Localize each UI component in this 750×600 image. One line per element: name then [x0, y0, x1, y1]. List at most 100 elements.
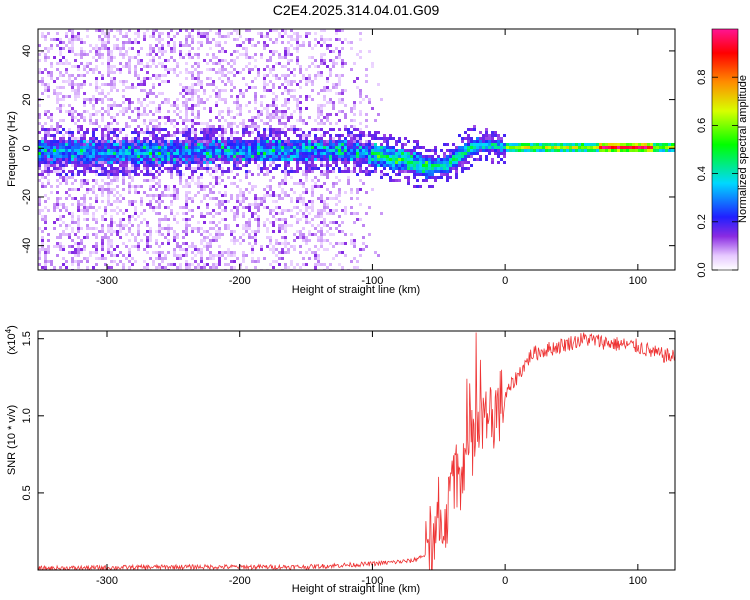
spectrogram-cell [164, 137, 167, 140]
spectrogram-cell [266, 218, 269, 221]
spectrogram-cell [203, 92, 206, 95]
spectrogram-cell [107, 137, 110, 140]
spectrogram-cell [128, 191, 131, 194]
spectrogram-cell [308, 65, 311, 68]
spectrogram-cell [257, 131, 260, 134]
spectrogram-cell [47, 110, 50, 113]
spectrogram-cell [110, 29, 113, 32]
spectrogram-cell [176, 143, 179, 146]
spectrogram-cell [89, 149, 92, 152]
spectrogram-cell [605, 146, 608, 149]
spectrogram-cell [305, 206, 308, 209]
spectrogram-cell [335, 92, 338, 95]
spectrogram-cell [101, 83, 104, 86]
spectrogram-cell [302, 215, 305, 218]
spectrogram-cell [59, 86, 62, 89]
spectrogram-cell [254, 158, 257, 161]
spectrogram-cell [173, 131, 176, 134]
spectrogram-cell [653, 146, 656, 149]
spectrogram-cell [335, 74, 338, 77]
spectrogram-cell [245, 149, 248, 152]
spectrogram-cell [473, 158, 476, 161]
spectrogram-cell [95, 173, 98, 176]
spectrogram-cell [164, 167, 167, 170]
spectrogram-cell [668, 143, 671, 146]
spectrogram-cell [65, 62, 68, 65]
spectrogram-cell [425, 179, 428, 182]
spectrogram-cell [290, 245, 293, 248]
spectrogram-cell [92, 233, 95, 236]
spectrogram-cell [281, 35, 284, 38]
spectrogram-cell [65, 182, 68, 185]
spectrogram-cell [287, 143, 290, 146]
spectrogram-cell [293, 131, 296, 134]
spectrogram-cell [53, 221, 56, 224]
spectrogram-cell [479, 155, 482, 158]
spectrogram-cell [245, 164, 248, 167]
spectrogram-cell [56, 146, 59, 149]
spectrogram-cell [95, 197, 98, 200]
spectrogram-cell [260, 203, 263, 206]
spectrogram-cell [233, 137, 236, 140]
spectrogram-cell [56, 131, 59, 134]
spectrogram-cell [158, 200, 161, 203]
spectrogram-cell [386, 149, 389, 152]
spectrogram-cell [113, 170, 116, 173]
spectrogram-cell [398, 140, 401, 143]
spectrogram-cell [158, 227, 161, 230]
spectrogram-cell [146, 128, 149, 131]
spectrogram-cell [53, 167, 56, 170]
spectrogram-cell [56, 185, 59, 188]
spectrogram-cell [185, 71, 188, 74]
spectrogram-cell [191, 230, 194, 233]
spectrogram-cell [428, 173, 431, 176]
spectrogram-cell [140, 212, 143, 215]
spectrogram-cell [44, 113, 47, 116]
spectrogram-cell [281, 149, 284, 152]
spectrogram-cell [275, 140, 278, 143]
spectrogram-cell [143, 152, 146, 155]
spectrogram-cell [368, 155, 371, 158]
spectrogram-cell [80, 260, 83, 263]
spectrogram-cell [227, 161, 230, 164]
spectrogram-cell [86, 71, 89, 74]
spectrogram-cell [149, 152, 152, 155]
spectrogram-cell [491, 149, 494, 152]
spectrogram-cell [248, 29, 251, 32]
spectrogram-cell [299, 230, 302, 233]
spectrogram-cell [212, 158, 215, 161]
spectrogram-cell [299, 218, 302, 221]
spectrogram-cell [665, 149, 668, 152]
spectrogram-cell [224, 83, 227, 86]
spectrogram-cell [44, 149, 47, 152]
spectrogram-cell [47, 173, 50, 176]
spectrogram-cell [191, 143, 194, 146]
spectrogram-cell [344, 146, 347, 149]
spectrogram-cell [71, 260, 74, 263]
spectrogram-cell [110, 149, 113, 152]
spectrogram-cell [218, 251, 221, 254]
spectrogram-cell [98, 173, 101, 176]
spectrogram-cell [365, 152, 368, 155]
spectrogram-cell [392, 152, 395, 155]
spectrogram-cell [254, 116, 257, 119]
spectrogram-cell [191, 263, 194, 266]
spectrogram-cell [299, 149, 302, 152]
spectrogram-cell [410, 152, 413, 155]
spectrogram-cell [110, 266, 113, 269]
spectrogram-cell [92, 227, 95, 230]
spectrogram-cell [284, 158, 287, 161]
spectrogram-cell [404, 164, 407, 167]
spectrogram-cell [629, 143, 632, 146]
spectrogram-cell [125, 152, 128, 155]
spectrogram-cell [104, 263, 107, 266]
spectrogram-cell [302, 146, 305, 149]
spectrogram-cell [338, 119, 341, 122]
spectrogram-cell [464, 161, 467, 164]
spectrogram-cell [137, 134, 140, 137]
x-tick-label: 100 [629, 275, 647, 287]
spectrogram-cell [197, 176, 200, 179]
spectrogram-cell [134, 260, 137, 263]
spectrogram-cell [302, 200, 305, 203]
spectrogram-cell [257, 260, 260, 263]
